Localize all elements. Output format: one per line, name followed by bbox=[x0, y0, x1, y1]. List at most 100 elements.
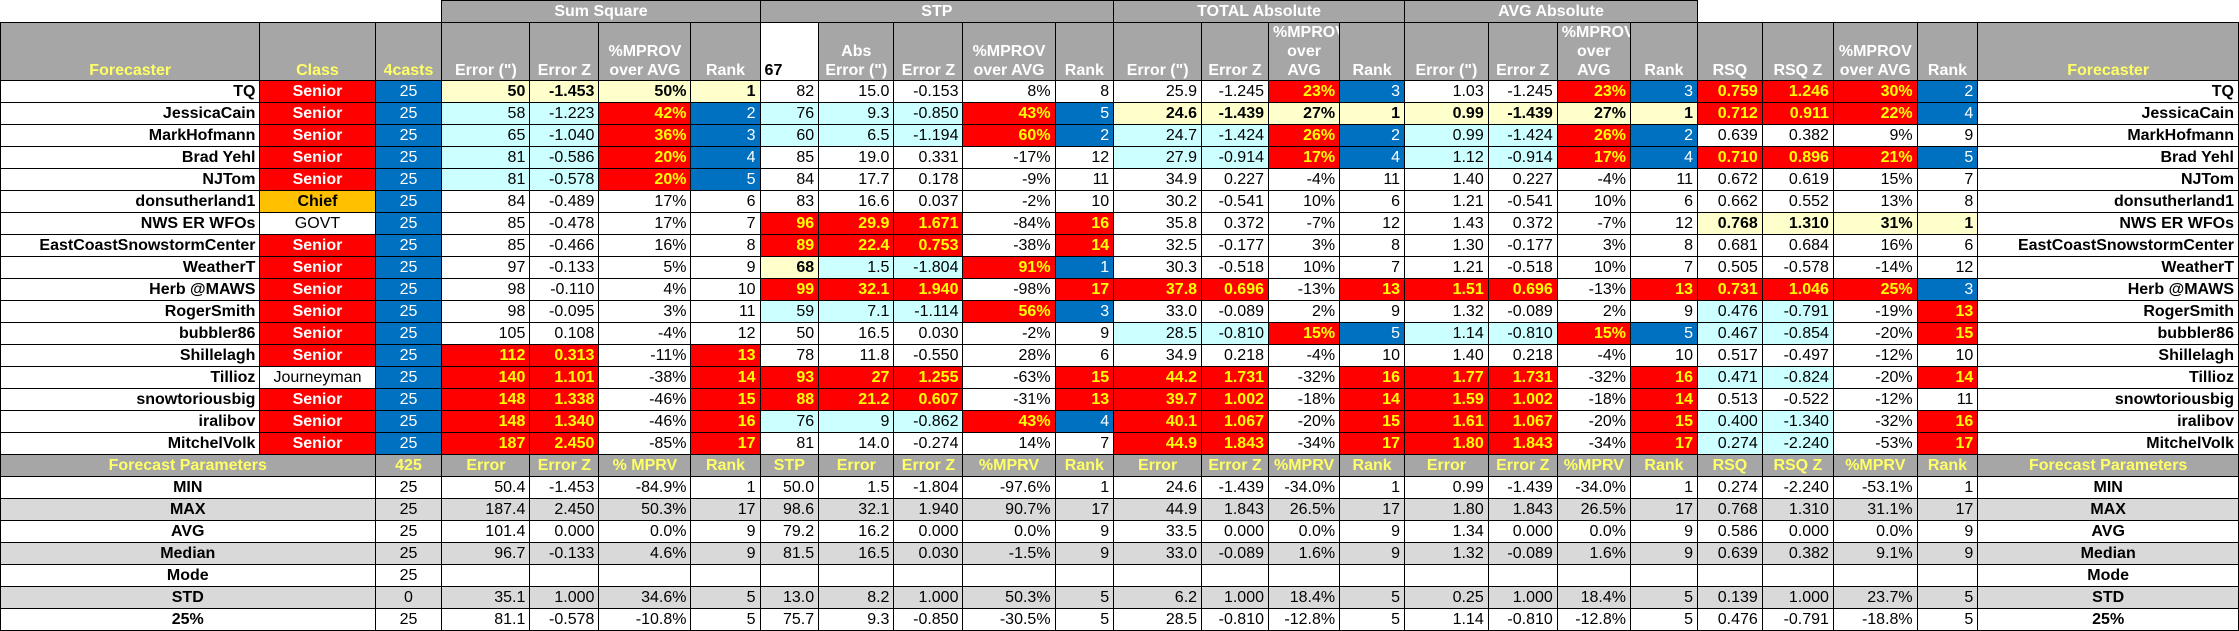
forecast-count: 25 bbox=[374, 300, 443, 323]
params-col-header: %MPRV bbox=[1556, 454, 1631, 477]
params-col-header: RSQ Z bbox=[1761, 454, 1834, 477]
score-cell: 1.731 bbox=[1487, 366, 1558, 389]
forecaster-name: EastCoastSnowstormCenter bbox=[0, 234, 261, 257]
header-forecaster-right: Forecaster bbox=[1977, 22, 2239, 81]
rank-cell: 17 bbox=[690, 432, 761, 455]
param-value: 5 bbox=[1916, 586, 1979, 609]
score-cell: 83 bbox=[759, 190, 820, 213]
param-value bbox=[1696, 564, 1763, 587]
params-header-row: Forecast Parameters 425 Error Error Z% MPRV… bbox=[0, 454, 2239, 477]
score-cell: 93 bbox=[759, 366, 820, 389]
param-value: -1.5% bbox=[962, 542, 1056, 565]
rank-cell: 3 bbox=[1629, 80, 1698, 103]
score-cell: 1.340 bbox=[529, 410, 600, 433]
param-value: 90.7% bbox=[962, 498, 1056, 521]
score-cell: -0.522 bbox=[1761, 388, 1834, 411]
score-cell: 1.21 bbox=[1404, 190, 1489, 213]
score-cell: 0.331 bbox=[893, 146, 964, 169]
score-cell: 0.896 bbox=[1761, 146, 1834, 169]
header-rsqz: RSQ Z bbox=[1761, 22, 1834, 81]
table-row: Brad Yehl Senior 25 81 -0.586 20% 4 85 19.0 0.331… bbox=[0, 146, 2239, 169]
score-cell: -7% bbox=[1267, 212, 1341, 235]
score-cell: 40.1 bbox=[1113, 410, 1203, 433]
rank-cell: 14 bbox=[1629, 388, 1698, 411]
score-cell: 1.310 bbox=[1761, 212, 1834, 235]
rank-cell: 9 bbox=[1054, 322, 1115, 345]
param-value: 1.6% bbox=[1556, 542, 1631, 565]
class-badge: Senior bbox=[259, 410, 376, 433]
param-value: 1 bbox=[1054, 476, 1115, 499]
table-row: snowtoriousbig Senior 25 148 1.338 -46% 15 88 21… bbox=[0, 388, 2239, 411]
params-col-header: Error Z bbox=[1487, 454, 1558, 477]
score-cell: 1.255 bbox=[893, 366, 964, 389]
rank-cell: 1 bbox=[1339, 102, 1406, 125]
score-cell: 22% bbox=[1832, 102, 1918, 125]
score-cell: -13% bbox=[1556, 278, 1631, 301]
score-cell: 10% bbox=[1556, 256, 1631, 279]
score-cell: 1.30 bbox=[1404, 234, 1489, 257]
rank-cell: 12 bbox=[1054, 146, 1115, 169]
group-sum-square: Sum Square bbox=[441, 0, 761, 23]
score-cell: 0.712 bbox=[1696, 102, 1763, 125]
score-cell: 1.5 bbox=[818, 256, 895, 279]
score-cell: -1.439 bbox=[1201, 102, 1269, 125]
param-value: 0.274 bbox=[1696, 476, 1763, 499]
score-cell: 24.6 bbox=[1113, 102, 1203, 125]
param-value: 5 bbox=[1054, 586, 1115, 609]
forecast-count: 25 bbox=[374, 410, 443, 433]
param-value: -0.578 bbox=[529, 608, 600, 631]
score-cell: 37.8 bbox=[1113, 278, 1203, 301]
score-cell: 17.7 bbox=[818, 168, 895, 191]
score-cell: -18% bbox=[1556, 388, 1631, 411]
param-label: MIN bbox=[0, 476, 376, 499]
param-row: AVG 25 101.4 0.000 0.0% 9 79.2 16.2 0.000 0.0% 9 33… bbox=[0, 520, 2239, 543]
rank-cell: 4 bbox=[1916, 102, 1979, 125]
score-cell: 36% bbox=[598, 124, 692, 147]
rank-cell: 10 bbox=[1916, 344, 1979, 367]
score-cell: 1.43 bbox=[1404, 212, 1489, 235]
rank-cell: 3 bbox=[1339, 80, 1406, 103]
score-cell: 0.218 bbox=[1201, 344, 1269, 367]
header-4casts: 4casts bbox=[374, 22, 443, 81]
param-value: 33.0 bbox=[1113, 542, 1203, 565]
group-spacer bbox=[375, 1, 442, 23]
rank-cell: 5 bbox=[1629, 322, 1698, 345]
param-value: 16.5 bbox=[818, 542, 895, 565]
score-cell: 58 bbox=[441, 102, 531, 125]
score-cell: -13% bbox=[1267, 278, 1341, 301]
score-cell: -0.518 bbox=[1201, 256, 1269, 279]
rank-cell: 13 bbox=[1054, 388, 1115, 411]
param-value bbox=[1339, 564, 1406, 587]
param-value: 9 bbox=[1916, 520, 1979, 543]
score-cell: 43% bbox=[962, 102, 1056, 125]
rank-cell: 6 bbox=[1054, 344, 1115, 367]
score-cell: 0.662 bbox=[1696, 190, 1763, 213]
rank-cell: 10 bbox=[1339, 344, 1406, 367]
param-value: 50.4 bbox=[441, 476, 531, 499]
score-cell: 10% bbox=[1556, 190, 1631, 213]
score-cell: 0.911 bbox=[1761, 102, 1834, 125]
score-cell: 0.227 bbox=[1487, 168, 1558, 191]
param-value: 5 bbox=[690, 608, 761, 631]
score-cell: 82 bbox=[759, 80, 820, 103]
score-cell: -19% bbox=[1832, 300, 1918, 323]
score-cell: -4% bbox=[1556, 168, 1631, 191]
rank-cell: 5 bbox=[690, 168, 761, 191]
header-aa-rank: Rank bbox=[1629, 22, 1698, 81]
param-value: 28.5 bbox=[1113, 608, 1203, 631]
score-cell: 1.61 bbox=[1404, 410, 1489, 433]
param-value: 4.6% bbox=[598, 542, 692, 565]
table-row: bubbler86 Senior 25 105 0.108 -4% 12 50 16.5 0.03… bbox=[0, 322, 2239, 345]
rank-cell: 2 bbox=[1054, 124, 1115, 147]
score-cell: 24.7 bbox=[1113, 124, 1203, 147]
rank-cell: 13 bbox=[1629, 278, 1698, 301]
param-value: 1 bbox=[1916, 476, 1979, 499]
rank-cell: 5 bbox=[1339, 322, 1406, 345]
class-badge: Senior bbox=[259, 300, 376, 323]
table-row: MitchelVolk Senior 25 187 2.450 -85% 17 81 14.0-… bbox=[0, 432, 2239, 455]
score-cell: -12% bbox=[1832, 388, 1918, 411]
score-cell: 105 bbox=[441, 322, 531, 345]
group-total-absolute: TOTAL Absolute bbox=[1113, 0, 1406, 23]
params-col-header: STP bbox=[759, 454, 820, 477]
param-label: Mode bbox=[0, 564, 376, 587]
